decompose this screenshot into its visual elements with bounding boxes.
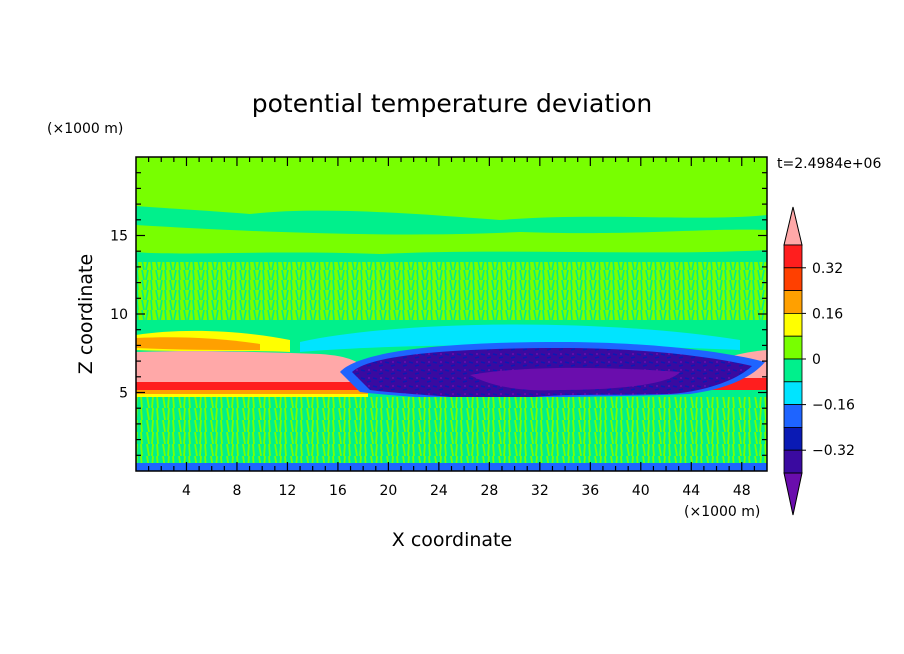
colorbar-segment <box>783 312 803 337</box>
region-cold-core <box>470 367 680 391</box>
region-warm-layer-left <box>136 351 368 382</box>
colorbar-segment <box>783 449 803 474</box>
region-upper-green <box>136 157 767 220</box>
x-tick-label: 32 <box>531 483 549 499</box>
region-mid-orange <box>136 337 260 350</box>
x-tick-label: 48 <box>733 483 751 499</box>
y-axis-label: Z coordinate <box>75 254 97 374</box>
colorbar-segment <box>783 244 803 269</box>
x-tick-label: 20 <box>379 483 397 499</box>
colorbar-segment <box>783 335 803 360</box>
x-tick-label: 12 <box>279 483 297 499</box>
colorbar-tick-label: −0.32 <box>812 443 855 459</box>
colorbar-upper-arrow <box>783 206 803 246</box>
colorbar-segment <box>783 358 803 383</box>
x-tick-label: 16 <box>329 483 347 499</box>
x-tick-label: 4 <box>182 483 191 499</box>
x-axis: 4 8 12 16 20 24 28 32 36 40 44 48 <box>148 157 755 499</box>
x-tick-label: 40 <box>632 483 650 499</box>
colorbar-segment <box>783 426 803 451</box>
time-label: t=2.4984e+06 <box>777 156 881 172</box>
y-axis: 5 10 15 <box>110 172 767 456</box>
region-warm-yellow-left <box>136 394 368 397</box>
region-warm-orange-left <box>136 390 368 394</box>
x-axis-label: X coordinate <box>392 529 512 551</box>
colorbar-segment <box>783 267 803 291</box>
region-mid-turbulent <box>136 262 767 320</box>
colorbar: 0.32 0.16 0 −0.16 −0.32 <box>783 206 855 516</box>
colorbar-segment <box>783 381 803 405</box>
colorbar-tick-label: 0 <box>812 352 821 368</box>
region-lower-turbulent <box>136 397 767 463</box>
region-warm-red-left <box>136 382 368 390</box>
y-unit-label: (×1000 m) <box>47 121 123 137</box>
chart-title: potential temperature deviation <box>252 89 652 118</box>
x-tick-label: 8 <box>232 483 241 499</box>
colorbar-tick-label: 0.16 <box>812 306 843 322</box>
colorbar-segment <box>783 404 803 428</box>
x-tick-label: 36 <box>581 483 599 499</box>
y-tick-label: 10 <box>110 307 128 323</box>
x-tick-label: 28 <box>480 483 498 499</box>
heatmap-field <box>136 157 767 471</box>
colorbar-lower-arrow <box>783 472 803 516</box>
colorbar-segment <box>783 290 803 314</box>
colorbar-tick-label: −0.16 <box>812 398 855 414</box>
region-upper-band <box>136 225 767 254</box>
x-unit-label: (×1000 m) <box>684 504 760 520</box>
colorbar-tick-label: 0.32 <box>812 261 843 277</box>
y-tick-label: 15 <box>110 229 128 245</box>
y-tick-label: 5 <box>119 386 128 402</box>
x-tick-label: 24 <box>430 483 448 499</box>
x-tick-label: 44 <box>682 483 700 499</box>
